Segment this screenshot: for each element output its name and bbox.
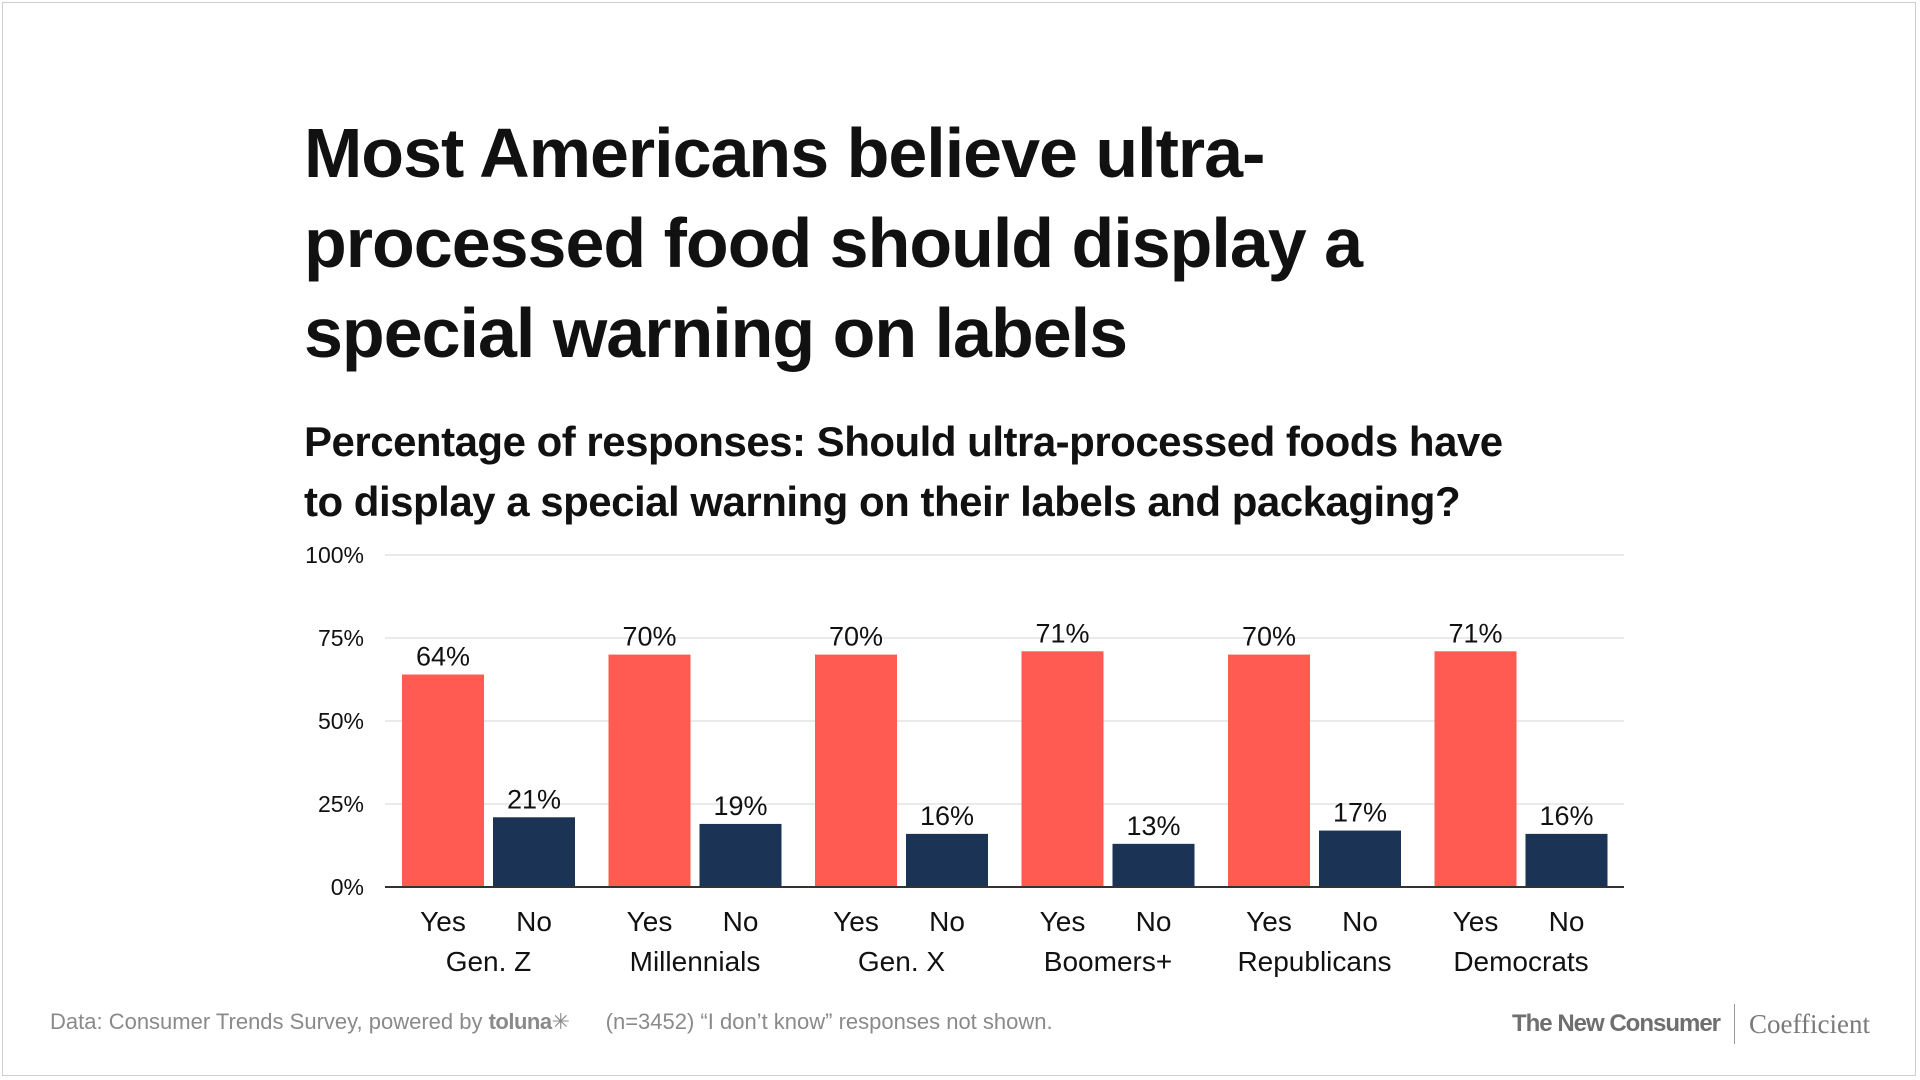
data-label: 64% [416, 642, 470, 672]
y-tick-label: 25% [318, 791, 364, 817]
y-tick-label: 100% [305, 542, 364, 568]
bar-no [1319, 830, 1401, 887]
chart-title: Most Americans believe ultra- processed … [304, 108, 1604, 378]
bar-no [906, 833, 988, 887]
bar-no [1112, 843, 1195, 887]
data-label: 13% [1126, 811, 1180, 841]
coefficient-logo: Coefficient [1749, 1008, 1870, 1039]
x-tick-label: No [1549, 906, 1585, 937]
data-label: 71% [1035, 618, 1089, 648]
x-tick-label: Yes [1040, 906, 1086, 937]
title-line-3: special warning on labels [304, 294, 1128, 372]
toluna-logo-text: toluna [488, 1009, 553, 1034]
source-note: Data: Consumer Trends Survey, powered by… [50, 1009, 1053, 1035]
data-label: 70% [622, 622, 676, 652]
category-label: Gen. Z [446, 946, 532, 977]
sample-note: (n=3452) “I don’t know” responses not sh… [605, 1009, 1053, 1034]
the-new-consumer-logo: The New Consumer [1511, 1010, 1721, 1037]
bar-yes [1434, 651, 1517, 887]
y-tick-label: 75% [318, 625, 364, 651]
subtitle-line-2: to display a special warning on their la… [304, 478, 1461, 525]
category-label: Boomers+ [1044, 946, 1172, 977]
x-tick-label: No [1136, 906, 1172, 937]
data-label: 16% [1539, 801, 1593, 831]
brand-logos: The New Consumer Coefficient [1512, 1004, 1870, 1044]
data-label: 19% [713, 791, 767, 821]
bar-yes [1228, 654, 1310, 887]
x-tick-label: No [1342, 906, 1378, 937]
category-label: Millennials [630, 946, 761, 977]
bar-yes [815, 654, 897, 887]
data-label: 17% [1333, 798, 1387, 828]
data-label: 16% [920, 801, 974, 831]
y-tick-label: 0% [331, 874, 364, 900]
x-tick-label: Yes [627, 906, 673, 937]
y-tick-label: 50% [318, 708, 364, 734]
source-text: Data: Consumer Trends Survey, powered by [50, 1009, 489, 1034]
chart-subtitle: Percentage of responses: Should ultra-pr… [304, 412, 1704, 532]
category-label: Gen. X [858, 946, 945, 977]
toluna-logo: toluna✳ [489, 1009, 570, 1034]
bar-no [493, 817, 575, 887]
category-label: Republicans [1237, 946, 1391, 977]
x-tick-label: Yes [1246, 906, 1292, 937]
brand-divider [1734, 1004, 1736, 1044]
data-label: 70% [1242, 622, 1296, 652]
x-tick-label: No [723, 906, 759, 937]
bar-no [1525, 833, 1608, 887]
bar-no [699, 823, 782, 887]
x-tick-label: Yes [420, 906, 466, 937]
title-line-2: processed food should display a [304, 204, 1363, 282]
bar-yes [1021, 651, 1104, 887]
x-tick-label: No [929, 906, 965, 937]
toluna-star-icon: ✳ [551, 1009, 570, 1034]
x-tick-label: Yes [833, 906, 879, 937]
bar-yes [402, 674, 484, 887]
title-line-1: Most Americans believe ultra- [304, 114, 1265, 192]
data-label: 70% [829, 622, 883, 652]
bar-yes [608, 654, 691, 887]
x-tick-label: Yes [1453, 906, 1499, 937]
x-tick-label: No [516, 906, 552, 937]
data-label: 71% [1448, 618, 1502, 648]
category-label: Democrats [1453, 946, 1588, 977]
data-label: 21% [507, 784, 561, 814]
subtitle-line-1: Percentage of responses: Should ultra-pr… [304, 418, 1503, 465]
